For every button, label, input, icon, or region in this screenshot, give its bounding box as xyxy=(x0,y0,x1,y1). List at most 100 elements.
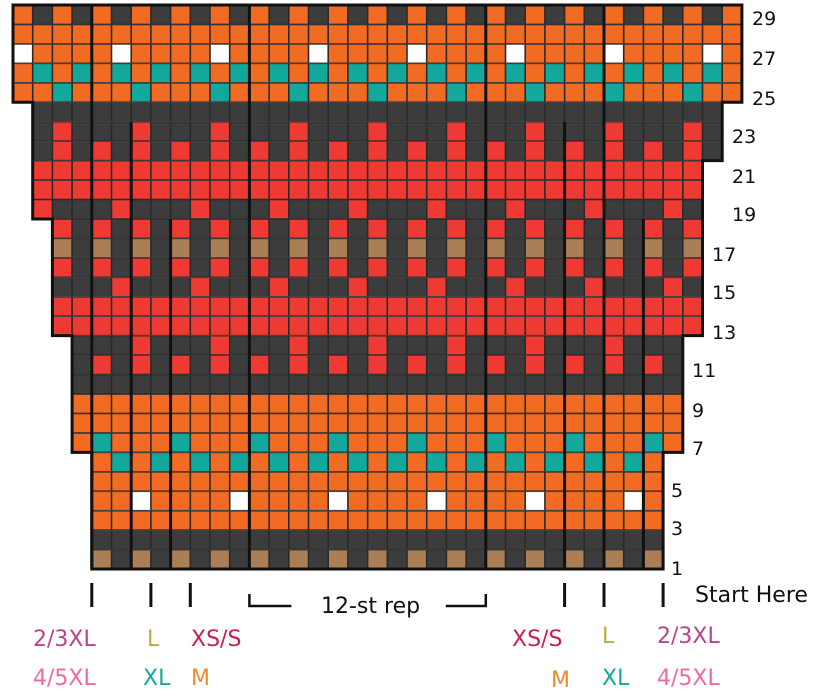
stitch-cell-red xyxy=(368,122,387,141)
stitch-cell-teal xyxy=(526,83,545,102)
row-number-7: 7 xyxy=(692,438,705,460)
stitch-cell-orange xyxy=(13,25,32,44)
stitch-cell-white xyxy=(506,44,525,63)
stitch-cell-charcoal xyxy=(663,122,682,141)
stitch-cell-orange xyxy=(191,83,210,102)
stitch-cell-red xyxy=(210,141,229,160)
stitch-cell-red xyxy=(289,355,308,374)
stitch-cell-charcoal xyxy=(112,103,131,121)
stitch-cell-red xyxy=(624,161,643,180)
stitch-cell-red xyxy=(663,278,682,296)
stitch-cell-red xyxy=(171,180,190,199)
stitch-cell-red xyxy=(447,180,466,199)
stitch-cell-red xyxy=(329,355,348,374)
stitch-cell-orange xyxy=(604,414,623,433)
stitch-cell-orange xyxy=(407,83,426,102)
stitch-cell-orange xyxy=(132,453,151,471)
stitch-cell-orange xyxy=(151,414,170,433)
stitch-cell-red xyxy=(112,180,131,199)
stitch-cell-charcoal xyxy=(565,530,584,549)
row-number-23: 23 xyxy=(732,126,757,148)
stitch-cell-teal xyxy=(703,64,722,82)
stitch-cell-teal xyxy=(230,453,249,471)
stitch-cell-charcoal xyxy=(72,336,91,355)
stitch-cell-red xyxy=(644,317,663,335)
stitch-cell-charcoal xyxy=(191,550,210,569)
size-label-xs-s-left: XS/S xyxy=(191,627,242,652)
stitch-cell-charcoal xyxy=(663,5,682,24)
stitch-cell-charcoal xyxy=(112,141,131,160)
stitch-cell-orange xyxy=(526,25,545,44)
stitch-cell-red xyxy=(368,161,387,180)
stitch-cell-charcoal xyxy=(72,219,91,238)
stitch-cell-orange xyxy=(604,5,623,24)
stitch-cell-red xyxy=(329,141,348,160)
stitch-cell-orange xyxy=(466,83,485,102)
stitch-cell-charcoal xyxy=(230,355,249,374)
stitch-cell-red xyxy=(171,317,190,335)
stitch-cell-red xyxy=(585,180,604,199)
stitch-cell-red xyxy=(269,317,288,335)
stitch-cell-charcoal xyxy=(427,239,446,258)
stitch-cell-orange xyxy=(663,414,682,433)
stitch-cell-charcoal xyxy=(72,239,91,258)
stitch-cell-teal xyxy=(565,433,584,452)
stitch-cell-orange xyxy=(368,25,387,44)
stitch-cell-charcoal xyxy=(348,550,367,569)
stitch-cell-charcoal xyxy=(663,141,682,160)
stitch-cell-orange xyxy=(269,83,288,102)
stitch-cell-charcoal xyxy=(112,219,131,238)
stitch-cell-orange xyxy=(388,492,407,510)
stitch-cell-orange xyxy=(210,492,229,510)
stitch-cell-red xyxy=(269,278,288,296)
stitch-cell-red xyxy=(407,219,426,238)
stitch-cell-orange xyxy=(191,433,210,452)
stitch-cell-charcoal xyxy=(506,336,525,355)
stitch-cell-charcoal xyxy=(526,278,545,296)
stitch-cell-charcoal xyxy=(250,278,269,296)
stitch-cell-teal xyxy=(624,64,643,82)
stitch-cell-orange xyxy=(604,394,623,413)
stitch-cell-orange xyxy=(723,83,742,102)
stitch-cell-charcoal xyxy=(604,530,623,549)
stitch-cell-orange xyxy=(447,44,466,63)
repeat-bracket-left xyxy=(248,594,292,608)
stitch-cell-charcoal xyxy=(407,103,426,121)
stitch-cell-tan xyxy=(644,550,663,569)
stitch-cell-red xyxy=(604,219,623,238)
stitch-cell-orange xyxy=(72,394,91,413)
stitch-cell-orange xyxy=(53,25,72,44)
stitch-cell-charcoal xyxy=(388,375,407,394)
stitch-cell-white xyxy=(112,44,131,63)
stitch-cell-charcoal xyxy=(388,239,407,258)
stitch-cell-orange xyxy=(486,453,505,471)
stitch-cell-charcoal xyxy=(191,355,210,374)
stitch-cell-orange xyxy=(545,433,564,452)
stitch-cell-orange xyxy=(624,433,643,452)
row-number-5: 5 xyxy=(671,480,684,502)
stitch-cell-orange xyxy=(53,5,72,24)
stitch-cell-orange xyxy=(526,511,545,530)
stitch-cell-teal xyxy=(210,83,229,102)
size-label-m-right: M xyxy=(551,668,570,693)
stitch-cell-charcoal xyxy=(447,103,466,121)
stitch-cell-red xyxy=(250,297,269,316)
stitch-cell-orange xyxy=(269,492,288,510)
stitch-cell-orange xyxy=(486,5,505,24)
stitch-cell-red xyxy=(565,180,584,199)
stitch-cell-charcoal xyxy=(624,239,643,258)
stitch-cell-charcoal xyxy=(427,219,446,238)
stitch-cell-orange xyxy=(644,472,663,491)
stitch-cell-charcoal xyxy=(171,530,190,549)
stitch-cell-orange xyxy=(33,44,52,63)
stitch-cell-charcoal xyxy=(348,258,367,277)
stitch-cell-charcoal xyxy=(210,375,229,394)
stitch-cell-orange xyxy=(92,64,111,82)
stitch-cell-orange xyxy=(565,472,584,491)
stitch-cell-orange xyxy=(329,64,348,82)
stitch-cell-red xyxy=(466,161,485,180)
stitch-cell-charcoal xyxy=(368,375,387,394)
stitch-cell-charcoal xyxy=(663,375,682,394)
stitch-cell-orange xyxy=(151,83,170,102)
stitch-cell-orange xyxy=(151,472,170,491)
